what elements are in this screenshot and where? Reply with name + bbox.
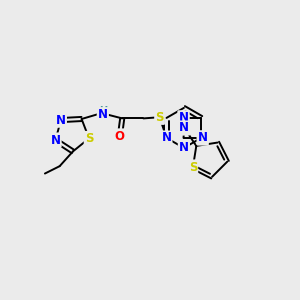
Text: N: N (50, 134, 61, 147)
Text: S: S (189, 160, 197, 174)
Text: N: N (179, 141, 189, 154)
Text: N: N (178, 111, 188, 124)
Text: S: S (85, 132, 93, 145)
Text: N: N (179, 122, 189, 134)
Text: S: S (155, 111, 164, 124)
Text: N: N (178, 111, 188, 124)
Text: H: H (99, 106, 107, 116)
Text: O: O (115, 130, 125, 142)
Text: N: N (179, 122, 189, 134)
Text: N: N (98, 108, 108, 121)
Text: N: N (56, 114, 66, 127)
Text: N: N (50, 134, 61, 147)
Text: S: S (189, 160, 197, 174)
Text: N: N (179, 141, 189, 154)
Text: S: S (155, 111, 164, 124)
Circle shape (162, 134, 171, 142)
Text: N: N (161, 131, 172, 144)
Text: O: O (115, 130, 125, 142)
Text: N: N (98, 108, 108, 121)
Text: H: H (99, 106, 107, 116)
Text: N: N (198, 131, 208, 144)
Text: N: N (198, 131, 208, 144)
Text: N: N (56, 114, 66, 127)
Text: N: N (179, 141, 189, 154)
Text: S: S (85, 132, 93, 145)
